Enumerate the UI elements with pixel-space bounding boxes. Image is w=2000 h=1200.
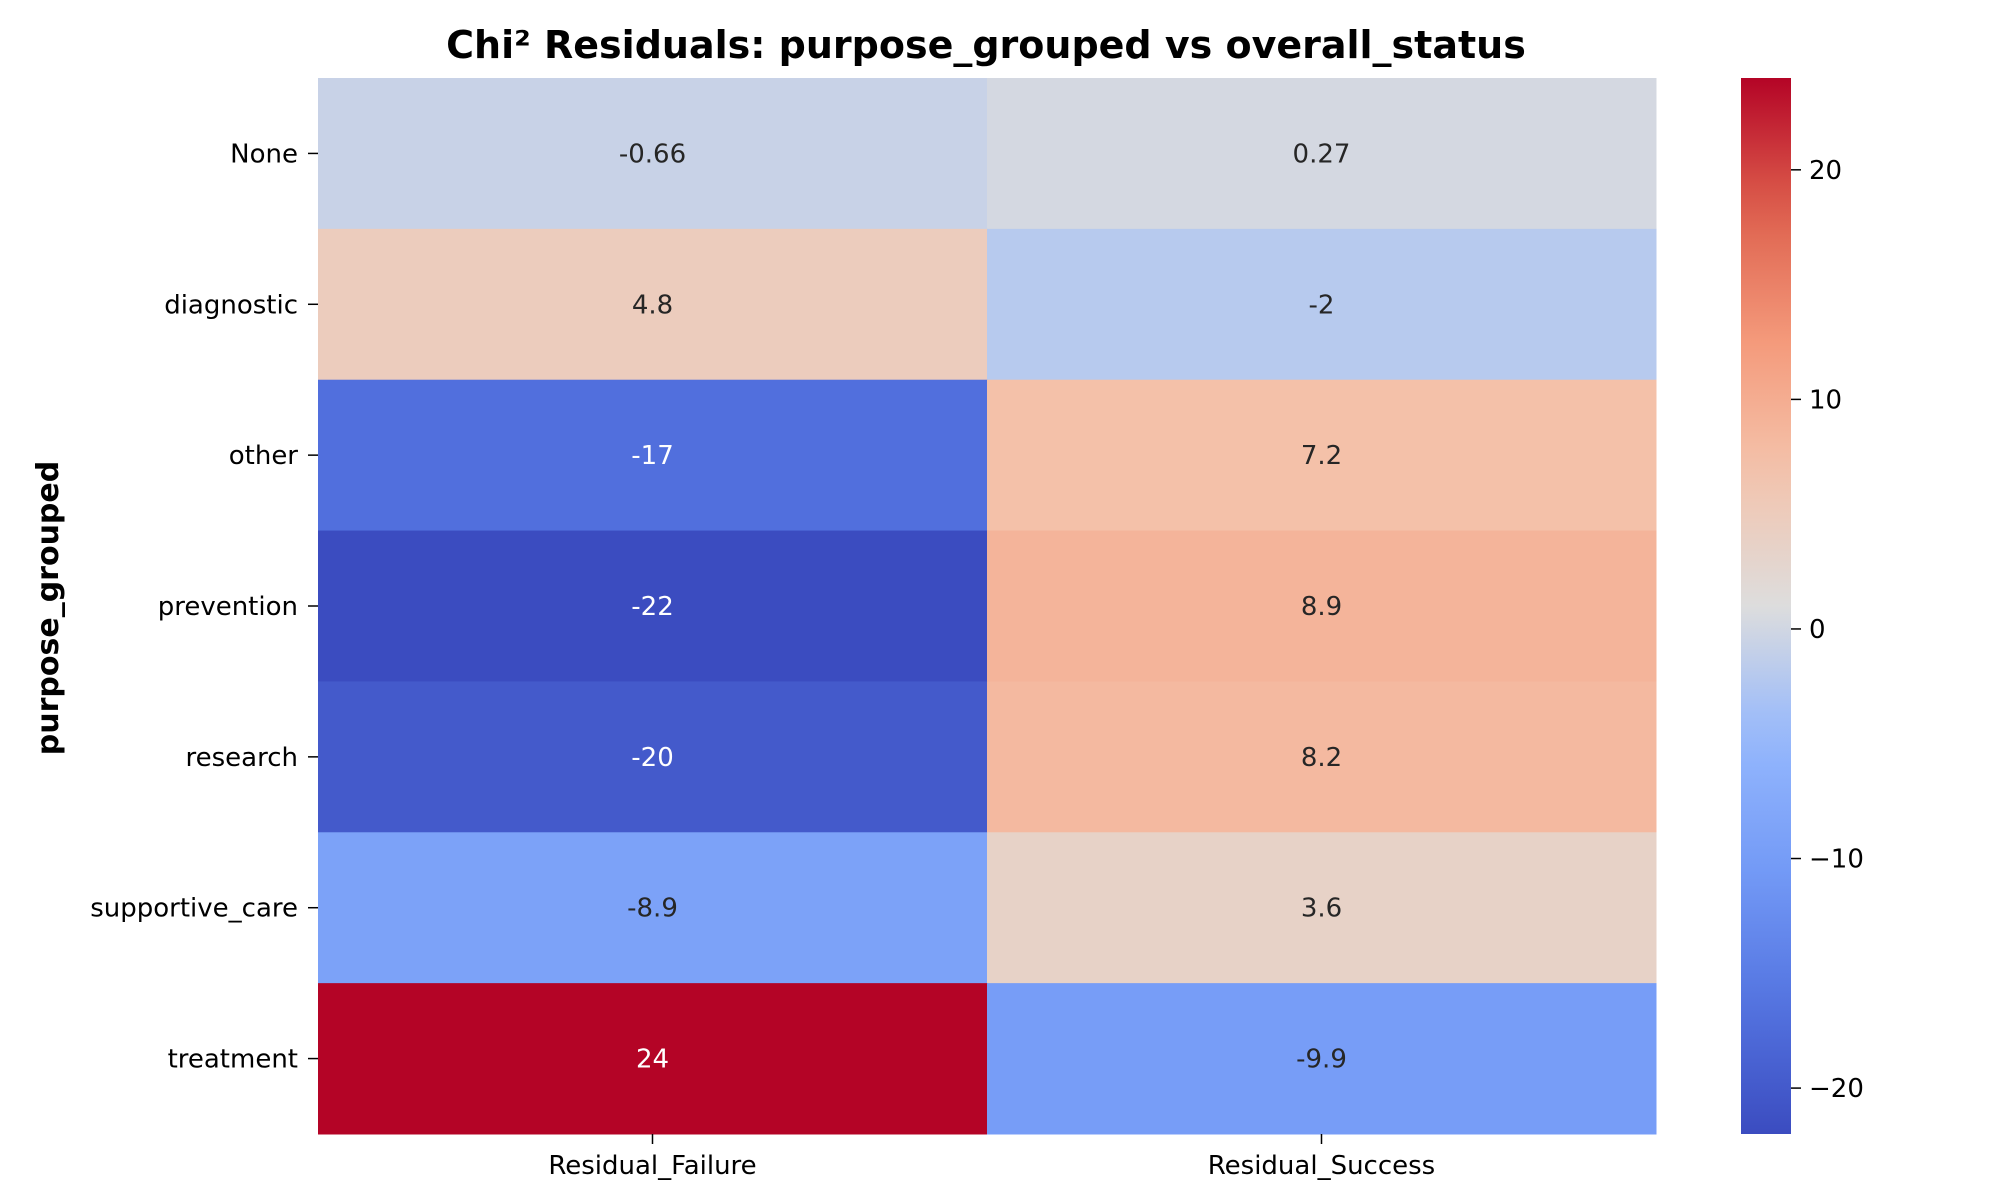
cell-value-label: -9.9 bbox=[1296, 1045, 1347, 1075]
cell-value-label: -8.9 bbox=[627, 894, 678, 924]
heatmap-cell bbox=[318, 228, 988, 381]
cell-value-label: 8.2 bbox=[1301, 743, 1342, 773]
heatmap-cell bbox=[318, 530, 988, 682]
colorbar-tick-label: 20 bbox=[1809, 156, 1842, 186]
heatmap-cell bbox=[987, 983, 1657, 1135]
heatmap-cells: -0.66 0.27 4.8 -2 -17 7.2 -22 8.9 -20 8.2 -8.9 3.6 2… bbox=[318, 78, 1657, 1135]
cell-value-label: 24 bbox=[636, 1045, 669, 1075]
cell-value-label: 0.27 bbox=[1293, 139, 1351, 169]
column-tick-labels: Residual_Failure Residual_Success bbox=[548, 1134, 1435, 1181]
column-tick-label: Residual_Success bbox=[1208, 1151, 1435, 1181]
heatmap-cell bbox=[987, 379, 1657, 532]
colorbar-tick-label: 10 bbox=[1809, 385, 1842, 415]
row-tick-label: diagnostic bbox=[164, 290, 298, 320]
row-tick-label: supportive_care bbox=[90, 894, 298, 924]
colorbar-gradient bbox=[1741, 78, 1791, 1134]
cell-value-label: -22 bbox=[631, 592, 673, 622]
colorbar-tick-label: −10 bbox=[1809, 845, 1864, 875]
heatmap-cell bbox=[318, 78, 988, 230]
row-tick-label: other bbox=[229, 441, 299, 471]
chart-title: Chi² Residuals: purpose_grouped vs overa… bbox=[446, 23, 1526, 67]
heatmap-cell bbox=[318, 681, 988, 833]
heatmap-cell bbox=[318, 379, 988, 532]
row-tick-label: treatment bbox=[168, 1045, 298, 1075]
column-tick-label: Residual_Failure bbox=[548, 1151, 756, 1181]
row-tick-label: prevention bbox=[158, 592, 298, 622]
cell-value-label: 4.8 bbox=[632, 290, 673, 320]
heatmap-cell bbox=[987, 530, 1657, 682]
cell-value-label: -17 bbox=[631, 441, 673, 471]
cell-value-label: -2 bbox=[1309, 290, 1335, 320]
heatmap-cell bbox=[318, 983, 988, 1135]
row-tick-labels: None diagnostic other prevention research sup… bbox=[90, 139, 318, 1075]
cell-value-label: 8.9 bbox=[1301, 592, 1342, 622]
cell-value-label: -20 bbox=[631, 743, 673, 773]
heatmap-cell bbox=[987, 78, 1657, 230]
colorbar-tick-label: 0 bbox=[1809, 615, 1826, 645]
colorbar: 20 10 0 −10 −20 bbox=[1741, 78, 1864, 1134]
cell-value-label: 7.2 bbox=[1301, 441, 1342, 471]
heatmap-cell bbox=[318, 832, 988, 984]
row-tick-label: None bbox=[230, 139, 298, 169]
cell-value-label: 3.6 bbox=[1301, 894, 1342, 924]
cell-value-label: -0.66 bbox=[619, 139, 686, 169]
heatmap-cell bbox=[987, 228, 1657, 381]
row-tick-label: research bbox=[186, 743, 298, 773]
heatmap-cell bbox=[987, 832, 1657, 984]
colorbar-tick-label: −20 bbox=[1809, 1074, 1864, 1104]
y-axis-label: purpose_grouped bbox=[31, 461, 66, 755]
heatmap-cell bbox=[987, 681, 1657, 833]
